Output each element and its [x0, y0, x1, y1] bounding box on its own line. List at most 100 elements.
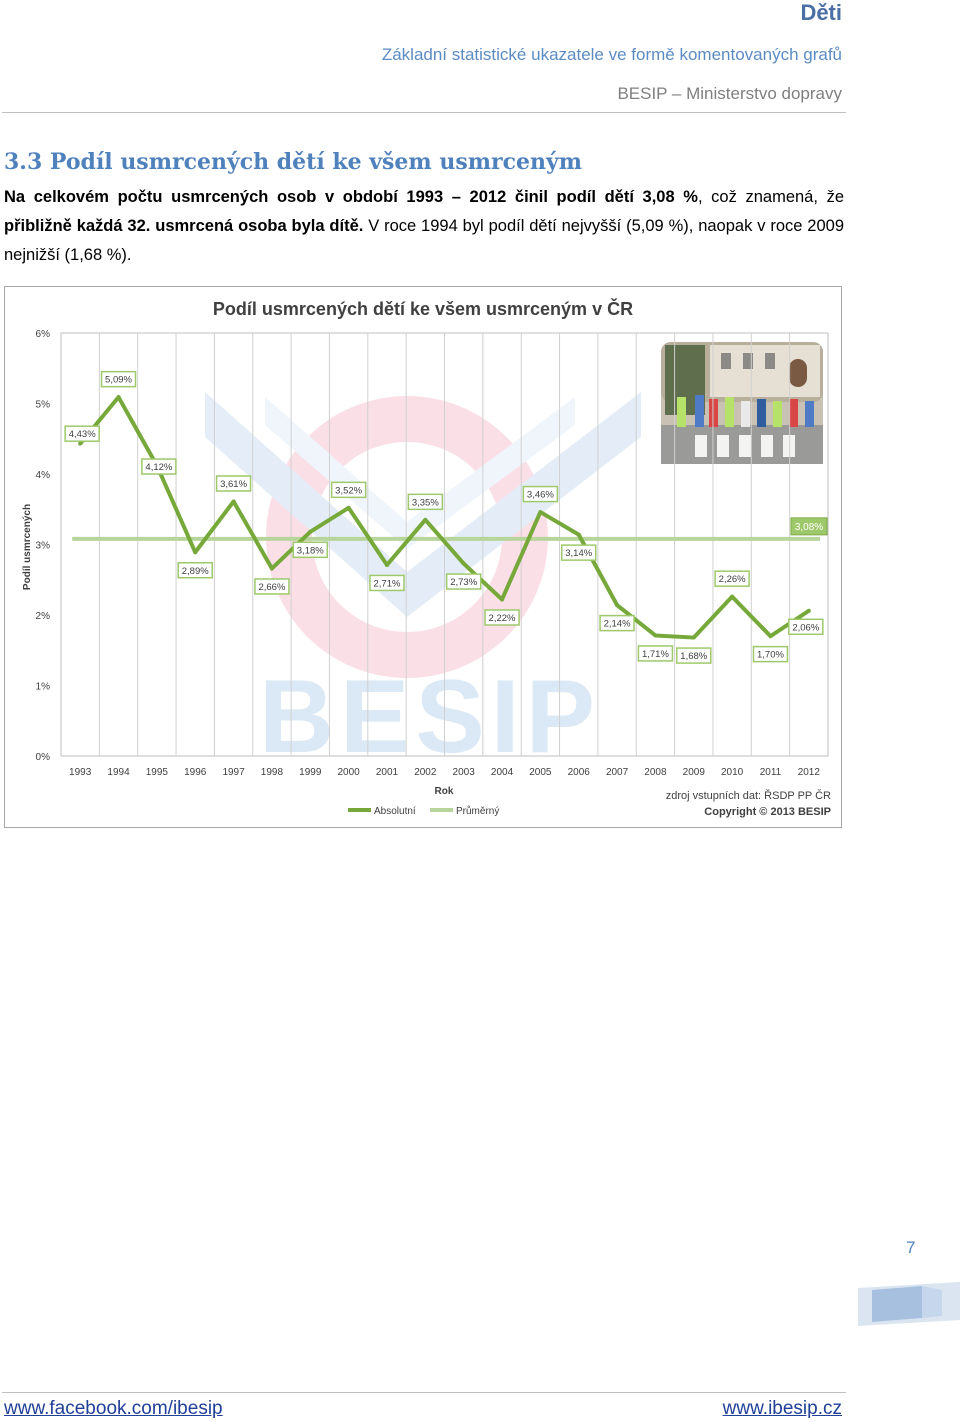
data-label-box — [637, 645, 674, 662]
para-bold-2: přibližně každá 32. usmrcená osoba byla … — [4, 217, 364, 235]
footer-divider — [2, 1392, 846, 1393]
chart-svg: BESIP 0%1%2%3 — [22, 298, 831, 818]
data-label-box — [407, 493, 444, 511]
legend: Absolutní Průměrný — [348, 805, 499, 817]
data-label: 3,46% — [527, 490, 554, 501]
data-label: 4,12% — [145, 462, 172, 473]
x-tick-label: 2012 — [798, 767, 821, 778]
average-label-box — [790, 517, 828, 536]
y-tick-label: 3% — [36, 541, 51, 552]
photo-children-crossing — [661, 342, 823, 464]
x-tick-label: 2010 — [721, 767, 744, 778]
x-tick-label: 2006 — [568, 767, 591, 778]
chart-copyright: Copyright © 2013 BESIP — [704, 806, 831, 818]
data-label: 1,68% — [680, 651, 707, 662]
x-tick-label: 2005 — [529, 767, 552, 778]
data-label: 1,70% — [757, 650, 784, 661]
x-tick-label: 1999 — [299, 767, 322, 778]
header-org: BESIP – Ministerstvo dopravy — [617, 84, 842, 103]
y-axis-label: Podíl usmrcených — [22, 504, 33, 590]
x-axis-label: Rok — [435, 786, 454, 797]
data-labels: 4,43% 5,09% 4,12% 2,89% 3,61% 2,66% 3,18% 3,52%… — [64, 370, 824, 664]
data-label-box — [292, 541, 329, 559]
data-label: 3,52% — [335, 485, 362, 496]
legend-label-absolutni: Absolutní — [374, 806, 416, 817]
website-link[interactable]: www.ibesip.cz — [722, 1398, 842, 1419]
data-label: 4,43% — [69, 429, 96, 440]
page-number: 7 — [906, 1238, 916, 1257]
y-axis-ticks: 0% 1% 2% 3% 4% 5% 6% — [36, 329, 51, 763]
watermark-text: BESIP — [259, 659, 601, 775]
x-tick-label: 2003 — [453, 767, 476, 778]
data-point — [653, 633, 658, 638]
para-text-1: , což znamená, že — [697, 188, 844, 206]
data-point — [806, 608, 811, 613]
facebook-link[interactable]: www.facebook.com/ibesip — [4, 1398, 223, 1419]
y-tick-label: 6% — [36, 329, 51, 340]
series-absolutni — [78, 395, 811, 640]
data-label: 2,66% — [258, 582, 285, 593]
x-tick-label: 1997 — [222, 767, 245, 778]
chart-title: Podíl usmrcených dětí ke všem usmrceným … — [213, 298, 633, 319]
y-tick-label: 0% — [36, 752, 51, 763]
x-tick-label: 1998 — [261, 767, 284, 778]
header-subtitle: Základní statistické ukazatele ve formě … — [381, 45, 842, 64]
section-paragraph: Na celkovém počtu usmrcených osob v obdo… — [4, 183, 844, 270]
header-divider — [2, 112, 846, 113]
data-point — [538, 510, 543, 515]
data-label-box — [599, 614, 635, 632]
data-label-box — [254, 578, 290, 595]
data-label: 5,09% — [105, 375, 132, 386]
x-tick-label: 1996 — [184, 767, 207, 778]
x-tick-label: 1995 — [146, 767, 169, 778]
x-tick-label: 2000 — [338, 767, 361, 778]
data-point — [384, 562, 389, 567]
data-point — [78, 441, 83, 446]
data-label: 2,14% — [604, 619, 631, 630]
data-label: 2,73% — [450, 577, 477, 588]
data-label: 2,22% — [489, 613, 516, 624]
data-label-box — [445, 573, 482, 590]
chart-frame: BESIP 0% 1% 2% 3 — [4, 286, 842, 828]
x-tick-label: 2007 — [606, 767, 629, 778]
data-label-box — [484, 609, 520, 626]
x-tick-label: 2009 — [683, 767, 706, 778]
data-label: 1,71% — [642, 649, 669, 660]
x-tick-label: 2001 — [376, 767, 399, 778]
average-label: 3,08% — [795, 522, 823, 533]
data-point — [231, 499, 236, 504]
para-text-2: V roce 1994 byl podíl dětí nejvyšší (5,0… — [4, 217, 844, 264]
data-point — [116, 395, 121, 400]
x-tick-label: 2002 — [414, 767, 437, 778]
data-label-box — [64, 425, 100, 442]
data-label: 2,06% — [792, 622, 819, 633]
data-point — [768, 634, 773, 639]
data-label-box — [330, 481, 367, 499]
data-label: 3,14% — [565, 548, 592, 559]
data-point — [615, 603, 620, 608]
series-line-absolutni — [78, 395, 810, 640]
data-point — [461, 561, 466, 566]
data-point — [308, 529, 313, 534]
data-point — [423, 517, 428, 522]
legend-label-prumerny: Průměrný — [456, 805, 499, 817]
chart-source: zdroj vstupních dat: ŘSDP PP ČR — [666, 789, 831, 802]
y-tick-label: 4% — [36, 470, 51, 481]
data-label: 2,89% — [182, 566, 209, 577]
data-point — [346, 505, 351, 510]
data-label-box — [100, 370, 137, 388]
header-title: Děti — [800, 0, 842, 25]
data-label-box — [141, 458, 177, 475]
data-label-box — [752, 645, 789, 663]
data-point — [193, 550, 198, 555]
data-point — [730, 594, 735, 599]
data-label-box — [177, 562, 213, 579]
data-point — [269, 566, 274, 571]
series-prumerny: 3,08% — [72, 517, 828, 541]
x-tick-label: 2004 — [491, 767, 514, 778]
data-label-box — [369, 574, 405, 592]
data-point — [500, 597, 505, 602]
y-tick-label: 1% — [36, 682, 51, 693]
x-axis-ticks: 1993 1994 1995 1996 1997 1998 1999 2000 2001 2002… — [69, 767, 820, 778]
x-tick-label: 2008 — [644, 767, 667, 778]
